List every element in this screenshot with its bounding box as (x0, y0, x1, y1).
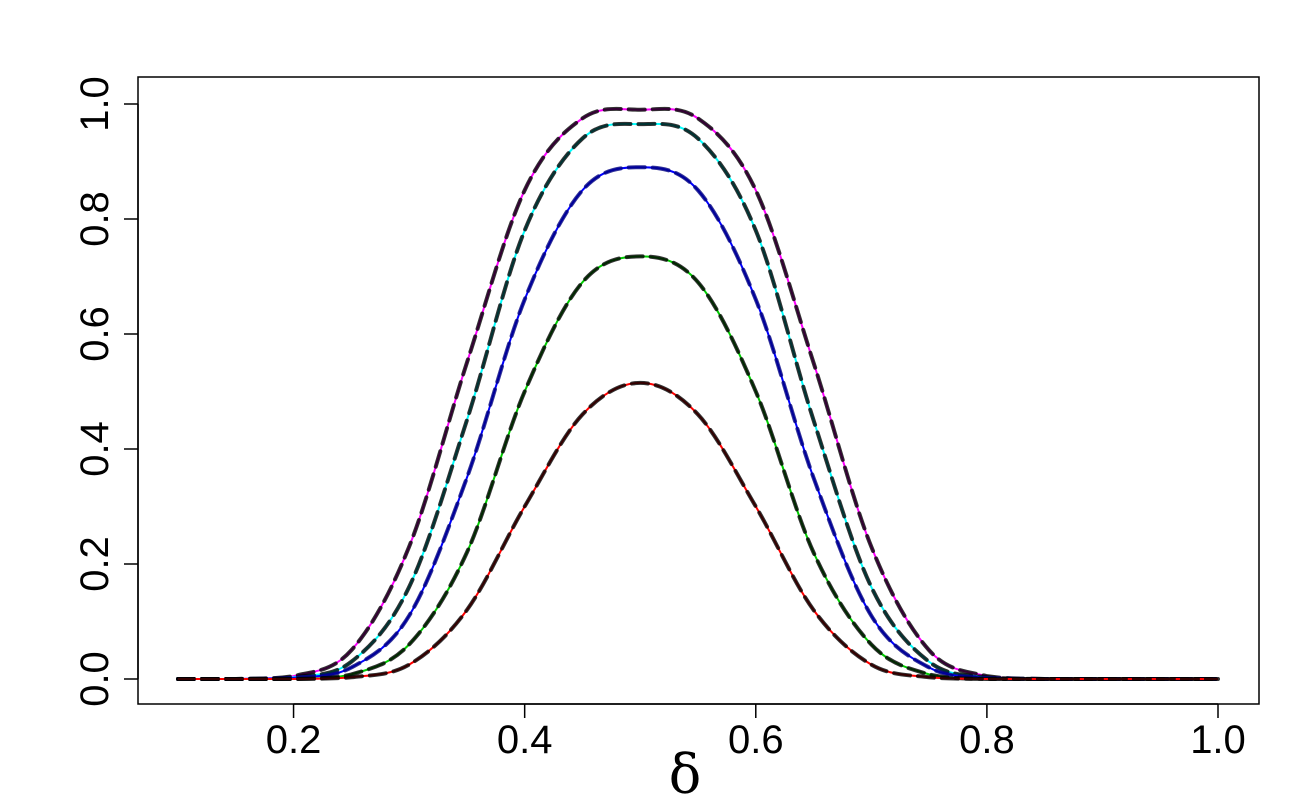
x-tick-label: 1.0 (1190, 718, 1246, 762)
x-tick-label: 0.8 (959, 718, 1015, 762)
y-tick-label: 0.6 (73, 306, 117, 362)
series-layer (176, 106, 1220, 681)
y-tick-label: 0.4 (73, 421, 117, 477)
y-tick-label: 0.2 (73, 536, 117, 592)
x-axis: 0.2 0.4 0.6 0.8 1.0 (266, 703, 1246, 762)
y-tick-label: 1.0 (73, 76, 117, 132)
x-tick-label: 0.6 (728, 718, 784, 762)
series-dashed-line-5 (176, 380, 1220, 681)
x-tick-label: 0.2 (266, 718, 322, 762)
series-dashed-line-3 (176, 165, 1220, 681)
series-line-4 (178, 255, 1218, 680)
series-line-1 (178, 107, 1218, 680)
series-dashed-line-2 (176, 121, 1220, 681)
x-tick-label: 0.4 (497, 718, 553, 762)
series-line-3 (178, 166, 1218, 680)
plot-frame (137, 76, 1260, 705)
y-tick-label: 0.0 (73, 651, 117, 707)
y-axis: 0.0 0.2 0.4 0.6 0.8 1.0 (73, 76, 139, 707)
y-tick-label: 0.8 (73, 191, 117, 247)
series-dashed-line-1 (176, 106, 1220, 681)
series-line-5 (178, 381, 1218, 680)
x-axis-title: δ (669, 743, 702, 800)
series-dashed-line-4 (176, 254, 1220, 681)
series-line-2 (178, 122, 1218, 680)
